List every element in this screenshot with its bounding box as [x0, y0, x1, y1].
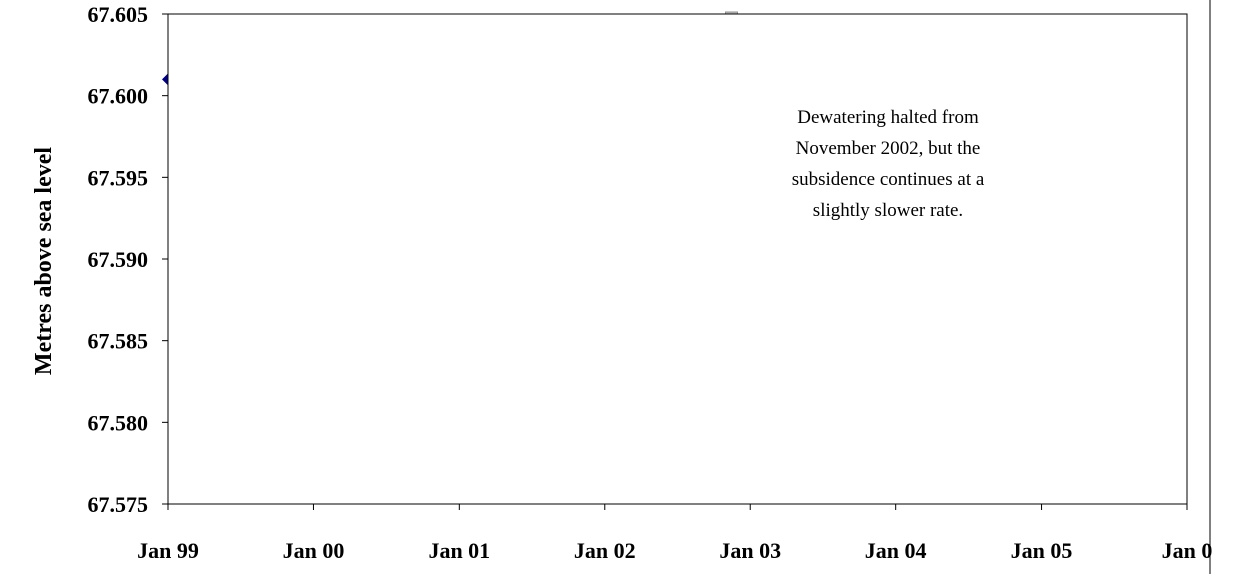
x-tick-label: Jan 04	[865, 538, 927, 563]
y-tick-label: 67.585	[88, 329, 149, 354]
y-tick-label: 67.580	[88, 410, 149, 435]
annotation-line: slightly slower rate.	[813, 200, 963, 221]
annotation-line: Dewatering halted from	[797, 107, 979, 128]
annotation: Dewatering halted from November 2002, but…	[792, 107, 985, 221]
x-tick-label: Jan 0	[1162, 538, 1213, 563]
y-tick-label: 67.605	[88, 2, 149, 27]
x-tick-label: Jan 99	[137, 538, 199, 563]
y-tick-label: 67.600	[88, 84, 149, 109]
axes	[162, 0, 1211, 574]
y-tick-label: 67.590	[88, 247, 149, 272]
y-tick-labels: 67.575 67.580 67.585 67.590 67.595 67.600 67.6…	[88, 2, 149, 517]
y-tick-label: 67.575	[88, 492, 149, 517]
x-tick-label: Jan 00	[283, 538, 345, 563]
x-tick-label: Jan 05	[1011, 538, 1073, 563]
x-tick-label: Jan 03	[719, 538, 781, 563]
annotation-line: November 2002, but the	[796, 138, 981, 159]
y-tick-label: 67.595	[88, 165, 149, 190]
x-tick-labels: Jan 99 Jan 00 Jan 01 Jan 02 Jan 03 Jan 04 Jan …	[137, 538, 1212, 563]
y-axis-label: Metres above sea level	[31, 147, 57, 375]
annotation-line: subsidence continues at a	[792, 169, 985, 190]
plot-area	[167, 13, 1188, 505]
x-tick-label: Jan 01	[428, 538, 490, 563]
x-tick-label: Jan 02	[574, 538, 636, 563]
